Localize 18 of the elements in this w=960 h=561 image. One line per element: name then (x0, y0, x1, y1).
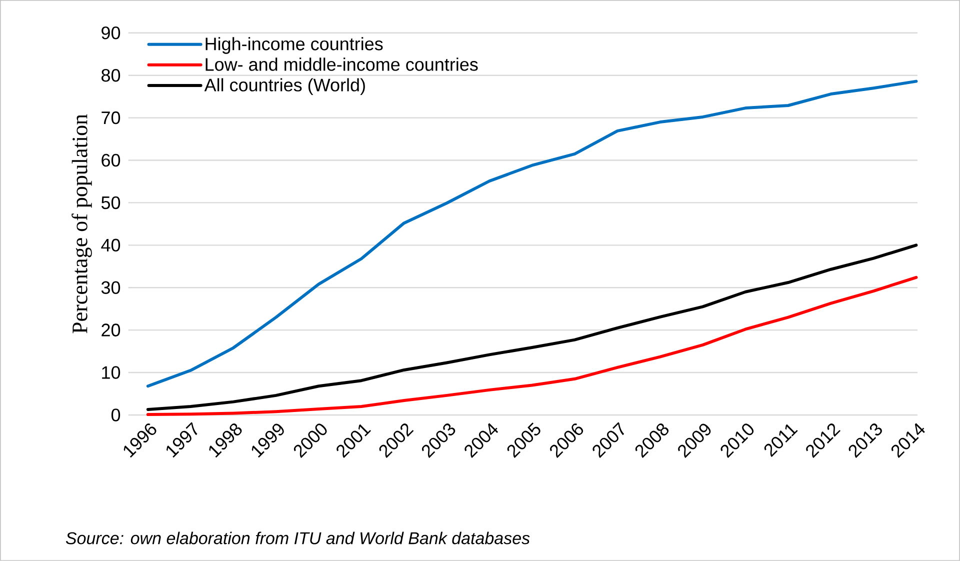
line-series (146, 276, 918, 416)
y-tick-label: 50 (101, 196, 120, 210)
y-tick-label: 80 (102, 69, 120, 82)
y-tick-label: 70 (102, 111, 120, 124)
y-tick-label: 20 (102, 324, 120, 336)
line-series (146, 244, 918, 412)
y-tick-label: 30 (101, 281, 120, 294)
y-tick-label: 40 (101, 238, 120, 252)
y-tick-label: 60 (102, 154, 120, 167)
legend-label: All countries (World) (204, 78, 365, 96)
y-axis-title: Percentage of population (72, 114, 92, 334)
y-tick-label: 90 (102, 26, 120, 40)
line-series (146, 80, 918, 388)
y-tick-label: 0 (111, 408, 120, 422)
legend-label: Low- and middle-income countries (206, 58, 478, 71)
source-note: Source: own elaboration from ITU and World Bank databases (66, 532, 530, 544)
legend-label: High-income countries (206, 37, 383, 54)
y-tick-label: 10 (102, 366, 120, 379)
